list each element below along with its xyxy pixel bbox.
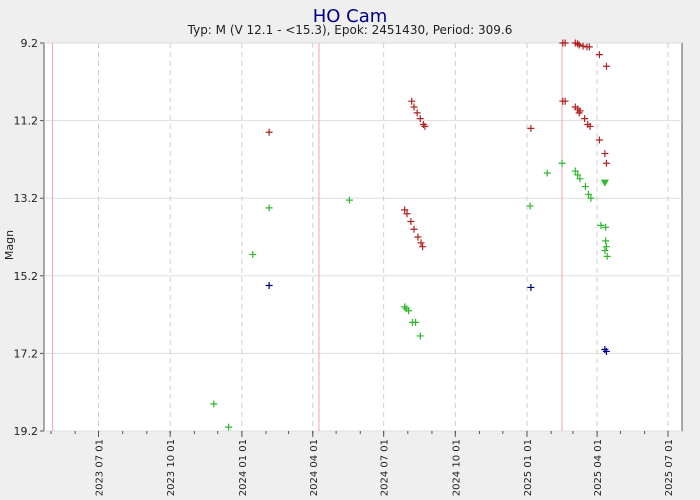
data-point (210, 400, 218, 408)
data-points (210, 39, 611, 431)
data-point (587, 194, 595, 202)
y-tick-label: 13.2 (14, 192, 39, 205)
data-point (414, 233, 422, 241)
y-tick-label: 11.2 (14, 115, 39, 128)
data-point (576, 107, 584, 115)
data-point (265, 204, 273, 212)
data-point (401, 206, 409, 214)
y-tick-label: 19.2 (14, 425, 39, 438)
data-point (527, 283, 535, 291)
y-tick-label: 17.2 (14, 347, 39, 360)
data-point (574, 171, 582, 179)
data-point (408, 97, 416, 105)
data-point (405, 307, 413, 315)
data-point (249, 250, 257, 258)
data-point (601, 150, 609, 158)
data-point (601, 247, 609, 255)
data-point (265, 128, 273, 136)
chart-title: HO Cam (313, 6, 388, 27)
data-point (416, 332, 424, 340)
x-tick-label: 2025 07 01 (664, 439, 675, 496)
x-tick-label: 2023 10 01 (166, 439, 177, 496)
data-point (602, 347, 610, 355)
data-point (558, 159, 566, 167)
grid (44, 42, 682, 432)
x-tick-label: 2023 07 01 (95, 439, 106, 496)
x-tick-label: 2024 07 01 (380, 439, 391, 496)
data-point (421, 122, 429, 130)
data-point (574, 40, 582, 48)
data-point (407, 217, 415, 225)
data-point (602, 237, 610, 245)
x-axis: 2023 07 01 2023 10 01 2024 01 01 2024 04 01… (50, 431, 675, 496)
data-point (597, 221, 605, 229)
y-axis: 9.2 11.2 13.2 15.2 17.2 19.2 (14, 37, 44, 438)
data-point (603, 252, 611, 260)
y-tick-label: 9.2 (21, 37, 39, 50)
data-point (581, 115, 589, 123)
data-point (602, 223, 610, 231)
data-point (586, 122, 594, 130)
data-point (410, 103, 418, 111)
data-point (225, 423, 233, 431)
data-point (417, 239, 425, 247)
plot-area (43, 42, 683, 432)
data-point (561, 39, 569, 47)
data-point (527, 124, 535, 132)
data-point (410, 225, 418, 233)
data-point (600, 179, 609, 187)
data-point (419, 243, 427, 251)
data-point (595, 136, 603, 144)
data-point (416, 115, 424, 123)
chart-subtitle: Typ: M (V 12.1 - <15.3), Epok: 2451430, … (187, 23, 513, 37)
x-tick-label: 2024 01 01 (238, 439, 249, 496)
data-point (575, 41, 583, 49)
data-point (595, 51, 603, 59)
data-point (602, 159, 610, 167)
y-tick-label: 15.2 (14, 270, 39, 283)
y-axis-label: Magn (3, 230, 16, 260)
x-tick-label: 2024 10 01 (451, 439, 462, 496)
data-point (585, 190, 593, 198)
data-point (412, 318, 420, 326)
data-point (543, 169, 551, 177)
period-markers (52, 43, 563, 431)
data-point (526, 202, 534, 210)
x-tick-label: 2024 04 01 (309, 439, 320, 496)
data-point (571, 167, 579, 175)
data-point (602, 62, 610, 70)
data-point (561, 97, 569, 105)
data-point (581, 183, 589, 191)
data-point (585, 43, 593, 51)
data-point (345, 196, 353, 204)
data-point (403, 210, 411, 218)
data-point (579, 42, 587, 50)
data-point (602, 243, 610, 251)
x-tick-label: 2025 04 01 (593, 439, 604, 496)
x-tick-label: 2025 01 01 (523, 439, 534, 496)
data-point (413, 109, 421, 117)
data-point (576, 175, 584, 183)
data-point (265, 282, 273, 289)
